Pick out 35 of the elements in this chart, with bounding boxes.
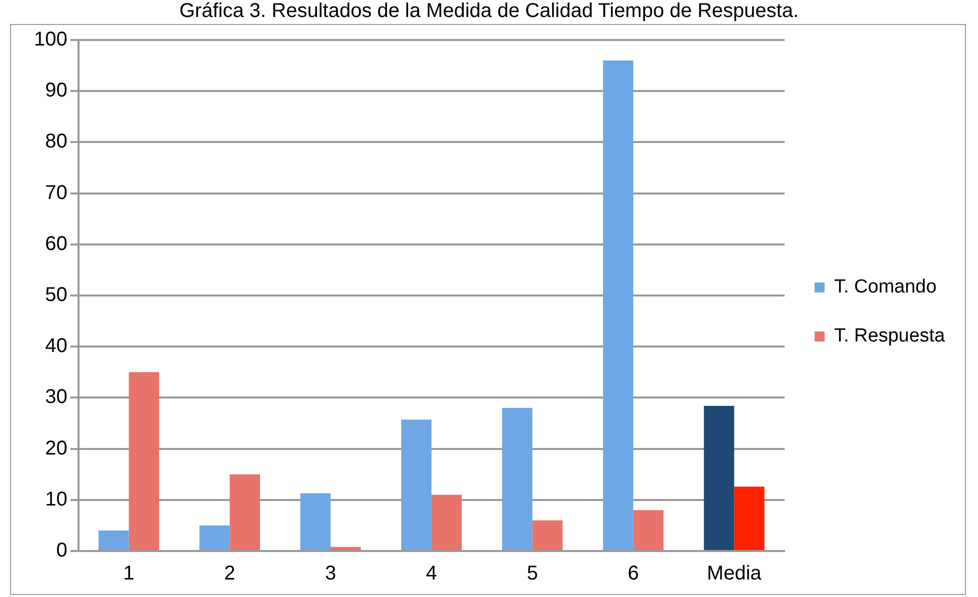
y-tick-label: 20 xyxy=(45,437,68,460)
y-tick-label: 80 xyxy=(45,130,68,153)
bar xyxy=(98,530,129,550)
bar xyxy=(603,60,634,550)
bar xyxy=(502,408,532,550)
x-tick-label: 5 xyxy=(526,562,538,585)
x-tick-label: Media xyxy=(706,562,762,585)
chart-title: Gráfica 3. Resultados de la Medida de Calidad Tiempo de Respuesta. xyxy=(178,0,800,22)
bar xyxy=(128,372,160,550)
y-tick-label: 30 xyxy=(45,386,68,408)
y-tick-label: 90 xyxy=(45,80,68,102)
bar xyxy=(704,406,734,550)
bar xyxy=(633,510,664,550)
y-tick-label: 40 xyxy=(45,335,68,358)
bar xyxy=(300,493,331,550)
x-tick-label: 4 xyxy=(426,562,438,585)
bar xyxy=(401,420,432,550)
x-tick-label: 2 xyxy=(224,562,236,585)
y-tick-label: 50 xyxy=(45,284,68,306)
bar xyxy=(734,486,764,550)
bar xyxy=(532,520,563,550)
bar xyxy=(199,525,230,550)
bar xyxy=(431,494,462,550)
x-tick-label: 1 xyxy=(123,562,134,585)
y-tick-label: 10 xyxy=(45,488,68,510)
bar xyxy=(330,546,361,550)
x-tick-label: 3 xyxy=(325,562,336,585)
y-tick-label: 0 xyxy=(56,540,68,562)
y-tick-label: 100 xyxy=(34,28,68,51)
x-tick-label: 6 xyxy=(628,562,639,585)
bar xyxy=(230,474,260,550)
y-tick-label: 60 xyxy=(45,232,68,255)
y-tick-label: 70 xyxy=(45,182,68,204)
legend-label: T. Comando xyxy=(834,276,937,298)
legend-label: T. Respuesta xyxy=(834,326,946,347)
